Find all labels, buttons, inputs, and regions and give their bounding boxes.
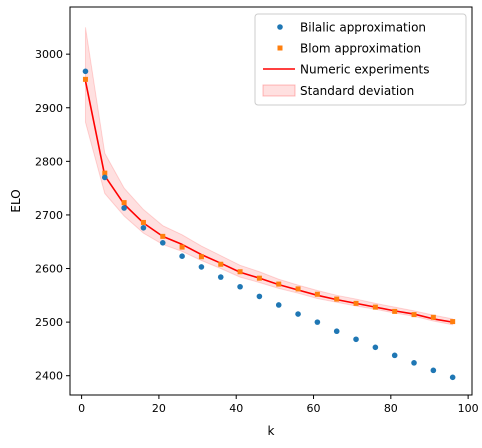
bilalic-point — [217, 274, 224, 280]
legend-marker-std — [262, 84, 296, 97]
y-axis-title: ELO — [9, 189, 23, 212]
y-tick-label: 2400 — [35, 370, 63, 383]
blom-point — [218, 261, 224, 267]
legend: Bilalic approximation Blom approximation… — [254, 13, 467, 106]
y-tick-label: 2900 — [35, 102, 63, 115]
bilalic-point — [198, 264, 205, 270]
y-tick-label: 3000 — [35, 48, 63, 61]
bilalic-point — [237, 283, 243, 290]
legend-label-blom: Blom approximation — [300, 42, 421, 56]
blom-point — [102, 170, 108, 176]
x-tick-label: 20 — [152, 402, 166, 415]
y-tick-label: 2700 — [35, 209, 63, 222]
bilalic-point — [295, 311, 301, 317]
blom-point — [411, 312, 417, 318]
blom-point — [82, 76, 88, 82]
bilalic-point — [430, 367, 437, 374]
blom-point — [237, 269, 243, 275]
series-layer — [82, 68, 456, 381]
y-tick-label: 2800 — [35, 155, 63, 168]
bilalic-point — [333, 328, 340, 335]
blom-point — [179, 244, 185, 250]
std-band-area — [84, 27, 454, 326]
axes-frame — [69, 6, 473, 396]
blom-point — [121, 200, 127, 206]
bilalic-point — [314, 319, 321, 325]
bilalic-point — [411, 360, 417, 366]
bilalic-point — [256, 293, 263, 300]
blom-point — [140, 219, 146, 225]
y-tick-label: 2500 — [35, 316, 63, 329]
blom-point — [353, 300, 359, 306]
blom-point — [314, 291, 320, 297]
bilalic-point — [140, 225, 147, 231]
blom-point — [295, 286, 301, 292]
blom-point — [430, 314, 436, 320]
x-axis-title: k — [268, 424, 275, 438]
bilalic-point — [159, 240, 166, 246]
bilalic-point — [353, 336, 359, 343]
legend-label-bilalic: Bilalic approximation — [300, 21, 426, 35]
bilalic-point — [275, 302, 282, 308]
bilalic-point — [391, 352, 398, 359]
legend-marker-blom — [277, 45, 283, 51]
blom-point — [160, 233, 166, 239]
x-tick-label: 100 — [458, 402, 479, 415]
blom-point — [372, 304, 378, 310]
y-tick-label: 2600 — [35, 263, 63, 276]
legend-label-std: Standard deviation — [300, 84, 414, 98]
legend-label-numeric: Numeric experiments — [300, 63, 430, 77]
std-band-layer — [84, 27, 454, 326]
x-tick-label: 0 — [78, 402, 85, 415]
bilalic-point — [372, 344, 379, 351]
bilalic-point — [101, 174, 108, 181]
blom-point — [334, 296, 340, 302]
x-tick-label: 40 — [229, 402, 243, 415]
blom-point — [276, 281, 282, 287]
blom-point — [198, 254, 204, 260]
numeric-experiments-line — [84, 80, 453, 323]
legend-marker-bilalic — [277, 24, 283, 30]
y-axis: 2400 2500 2600 2700 2800 2900 3000 — [35, 48, 70, 383]
bilalic-point — [121, 205, 127, 211]
x-axis: 0 20 40 60 80 100 — [78, 395, 479, 415]
bilalic-point — [179, 253, 185, 259]
bilalic-point — [82, 68, 89, 75]
blom-point — [392, 308, 398, 314]
x-tick-label: 80 — [384, 402, 398, 415]
x-tick-label: 60 — [307, 402, 321, 415]
blom-point — [256, 275, 262, 281]
blom-point — [450, 319, 456, 325]
bilalic-point — [449, 374, 456, 381]
legend-box — [254, 13, 467, 106]
